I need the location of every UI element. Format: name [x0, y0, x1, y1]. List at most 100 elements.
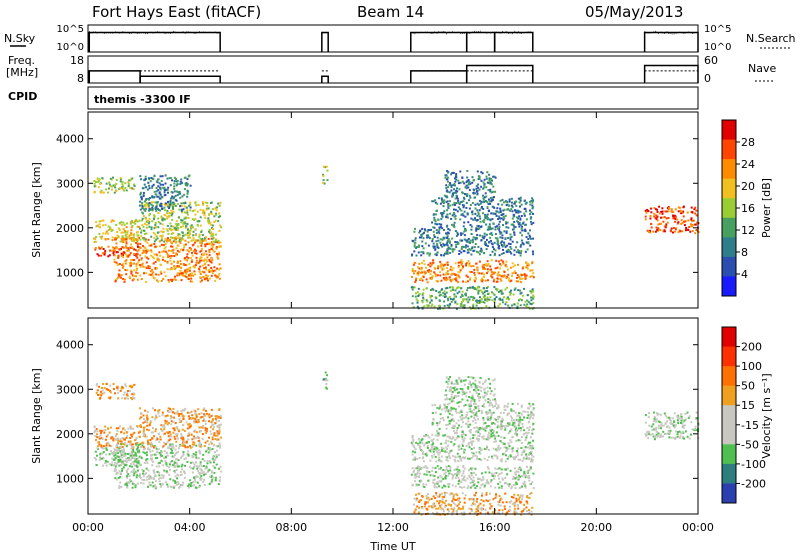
- scatter-cell: [447, 186, 450, 188]
- scatter-cell: [169, 228, 172, 230]
- scatter-cell: [479, 220, 482, 223]
- scatter-cell: [121, 181, 124, 183]
- scatter-cell: [485, 223, 488, 226]
- scatter-cell: [155, 486, 158, 489]
- scatter-cell: [527, 446, 529, 449]
- scatter-cell: [510, 235, 513, 238]
- scatter-cell: [145, 459, 148, 462]
- scatter-cell: [142, 225, 145, 228]
- scatter-cell: [207, 279, 209, 282]
- scatter-cell: [113, 254, 116, 257]
- scatter-cell: [432, 503, 435, 505]
- scatter-cell: [206, 440, 209, 443]
- scatter-cell: [513, 231, 516, 234]
- scatter-cell: [195, 437, 197, 439]
- scatter-cell: [174, 205, 177, 207]
- scatter-cell: [475, 510, 478, 513]
- scatter-cell: [507, 242, 510, 245]
- scatter-cell: [155, 447, 158, 450]
- scatter-cell: [511, 272, 514, 275]
- scatter-cell: [177, 223, 180, 226]
- scatter-cell: [198, 271, 201, 273]
- scatter-cell: [209, 211, 212, 214]
- scatter-cell: [477, 292, 480, 295]
- scatter-cell: [463, 298, 466, 301]
- scatter-cell: [488, 499, 491, 502]
- scatter-cell: [663, 228, 666, 231]
- scatter-cell: [101, 429, 103, 432]
- scatter-cell: [439, 260, 442, 263]
- scatter-cell: [442, 264, 445, 267]
- scatter-cell: [168, 439, 171, 442]
- scatter-cell: [118, 263, 121, 265]
- scatter-cell: [131, 481, 134, 484]
- scatter-cell: [220, 226, 223, 229]
- scatter-cell: [176, 237, 179, 240]
- scatter-cell: [466, 287, 469, 289]
- scatter-cell: [526, 495, 529, 497]
- scatter-cell: [483, 291, 486, 294]
- scatter-cell: [130, 262, 133, 265]
- scatter-cell: [687, 219, 690, 222]
- scatter-cell: [438, 226, 441, 229]
- scatter-cell: [166, 217, 169, 220]
- scatter-cell: [686, 211, 689, 214]
- scatter-cell: [162, 464, 165, 467]
- scatter-cell: [512, 476, 515, 478]
- scatter-cell: [422, 292, 425, 295]
- scatter-cell: [509, 455, 512, 458]
- scatter-cell: [426, 434, 429, 437]
- scatter-cell: [513, 270, 516, 273]
- scatter-cell: [184, 239, 187, 242]
- scatter-cell: [158, 197, 161, 200]
- scatter-cell: [414, 280, 417, 283]
- scatter-cell: [429, 296, 432, 299]
- scatter-cell: [122, 462, 125, 465]
- scatter-cell: [503, 271, 506, 273]
- scatter-cell: [215, 463, 218, 466]
- scatter-cell: [417, 274, 420, 276]
- scatter-cell: [480, 272, 483, 275]
- scatter-cell: [432, 479, 435, 482]
- scatter-cell: [147, 177, 150, 180]
- scatter-cell: [178, 485, 181, 488]
- scatter-cell: [146, 419, 149, 422]
- scatter-cell: [529, 217, 532, 220]
- scatter-cell: [442, 200, 445, 203]
- scatter-cell: [481, 272, 484, 275]
- scatter-cell: [446, 304, 449, 307]
- scatter-cell: [456, 275, 459, 278]
- scatter-cell: [176, 437, 179, 440]
- scatter-cell: [517, 209, 520, 212]
- scatter-cell: [190, 482, 193, 484]
- scatter-cell: [457, 286, 460, 289]
- scatter-cell: [186, 183, 189, 186]
- scatter-cell: [484, 241, 487, 243]
- scatter-cell: [115, 445, 118, 448]
- scatter-cell: [439, 293, 442, 296]
- scatter-cell: [204, 266, 207, 269]
- scatter-cell: [176, 229, 179, 232]
- scatter-cell: [216, 430, 219, 433]
- scatter-cell: [174, 433, 177, 436]
- scatter-cell: [130, 258, 132, 261]
- scatter-cell: [137, 450, 139, 453]
- scatter-cell: [93, 180, 96, 182]
- scatter-cell: [115, 278, 118, 280]
- scatter-cell: [491, 246, 494, 249]
- scatter-cell: [682, 215, 685, 218]
- scatter-cell: [183, 271, 186, 274]
- scatter-cell: [137, 245, 139, 248]
- scatter-cell: [138, 219, 141, 222]
- scatter-cell: [139, 254, 142, 257]
- scatter-cell: [129, 440, 132, 443]
- scatter-cell: [509, 439, 512, 442]
- scatter-cell: [436, 434, 439, 437]
- scatter-cell: [98, 226, 101, 229]
- scatter-cell: [461, 239, 464, 242]
- scatter-cell: [177, 447, 180, 450]
- scatter-cell: [491, 227, 494, 230]
- scatter-cell: [495, 296, 498, 299]
- scatter-cell: [470, 225, 473, 228]
- scatter-cell: [427, 271, 430, 273]
